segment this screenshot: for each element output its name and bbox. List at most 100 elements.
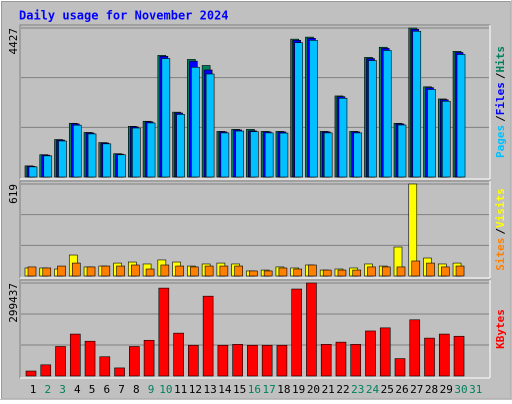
- bar: [69, 333, 81, 377]
- x-tick-label: 11: [174, 383, 187, 396]
- bar: [43, 155, 53, 178]
- x-tick-label: 8: [133, 383, 140, 396]
- legend-separator: /: [494, 72, 507, 79]
- bar: [175, 265, 184, 277]
- y-tick-label: 299437: [7, 283, 20, 323]
- x-tick-label: 30: [454, 383, 467, 396]
- bar: [352, 269, 362, 277]
- bar: [353, 132, 363, 178]
- bar: [249, 270, 258, 277]
- bar: [116, 265, 125, 277]
- bar: [99, 356, 111, 377]
- x-tick-label: 15: [233, 383, 246, 396]
- bar: [278, 267, 288, 277]
- bar: [368, 60, 377, 178]
- x-tick-label: 18: [277, 383, 290, 396]
- bar: [114, 367, 125, 377]
- legend-entry: Visits: [494, 188, 507, 228]
- x-tick-label: 22: [336, 383, 349, 396]
- x-tick-label: 7: [118, 383, 125, 396]
- x-tick-label: 27: [410, 383, 423, 396]
- bar: [132, 127, 141, 178]
- y-tick-label: 619: [7, 184, 20, 204]
- bar: [294, 42, 303, 178]
- bar: [379, 327, 391, 377]
- bar: [27, 266, 37, 277]
- legend-separator: /: [494, 228, 507, 235]
- x-tick-label: 29: [440, 383, 453, 396]
- bar: [409, 319, 421, 377]
- bar: [25, 370, 37, 377]
- bar: [367, 266, 376, 277]
- bar: [161, 58, 171, 178]
- bar: [57, 265, 66, 277]
- x-tick-label: 13: [203, 383, 216, 396]
- bar: [117, 154, 126, 178]
- bar: [309, 40, 318, 178]
- bar: [337, 269, 347, 277]
- bar: [232, 344, 243, 377]
- legend-entry: Files: [494, 82, 507, 115]
- bar: [28, 166, 38, 178]
- legend-entry: KBytes: [494, 309, 507, 349]
- x-tick-label: 1: [30, 383, 37, 396]
- bar: [426, 262, 435, 277]
- bar: [188, 344, 199, 377]
- bar: [235, 130, 244, 178]
- x-tick-label: 21: [322, 383, 335, 396]
- bar: [293, 268, 302, 277]
- x-tick-label: 26: [395, 383, 408, 396]
- bar: [40, 364, 52, 377]
- bar: [202, 295, 214, 377]
- bar: [323, 132, 333, 178]
- bar: [204, 265, 214, 277]
- bar: [306, 282, 317, 377]
- bar: [279, 132, 289, 178]
- x-tick-label: 19: [292, 383, 305, 396]
- bar: [102, 143, 112, 178]
- chart-title: Daily usage for November 2024: [19, 9, 229, 23]
- bar: [338, 97, 348, 178]
- bar: [58, 140, 67, 178]
- bar: [143, 339, 155, 377]
- x-tick-label: 23: [351, 383, 364, 396]
- legend-entry: Hits: [494, 46, 507, 73]
- bar: [219, 265, 229, 277]
- bar: [129, 346, 140, 377]
- x-tick-label: 6: [103, 383, 110, 396]
- bar: [86, 266, 96, 277]
- bar: [263, 270, 273, 277]
- bar: [191, 66, 200, 178]
- bar: [291, 288, 302, 377]
- x-tick-label: 5: [89, 383, 96, 396]
- legend: KBytes: [494, 309, 507, 349]
- x-tick-label: 16: [248, 383, 261, 396]
- bar: [101, 265, 111, 277]
- bar: [261, 344, 273, 377]
- bar: [42, 267, 52, 277]
- bar: [146, 122, 156, 178]
- y-tick-label: 4427: [7, 28, 20, 55]
- bar: [350, 344, 362, 377]
- bar: [381, 266, 391, 277]
- legend-entry: Pages: [494, 125, 507, 158]
- x-tick-label: 24: [366, 383, 380, 396]
- bar: [87, 133, 97, 178]
- bar: [322, 269, 332, 277]
- bar: [438, 333, 450, 377]
- bar: [424, 337, 435, 377]
- bar: [72, 124, 82, 178]
- bar: [440, 266, 450, 277]
- legend-separator: /: [494, 115, 507, 122]
- x-tick-label: 20: [307, 383, 320, 396]
- x-tick-label: 2: [44, 383, 51, 396]
- bar: [308, 264, 317, 277]
- x-tick-label: 31: [469, 383, 482, 396]
- bar: [176, 114, 185, 178]
- bar: [276, 344, 288, 377]
- bar: [453, 335, 465, 377]
- bar: [335, 341, 347, 377]
- bar: [131, 264, 140, 277]
- bar: [456, 54, 466, 178]
